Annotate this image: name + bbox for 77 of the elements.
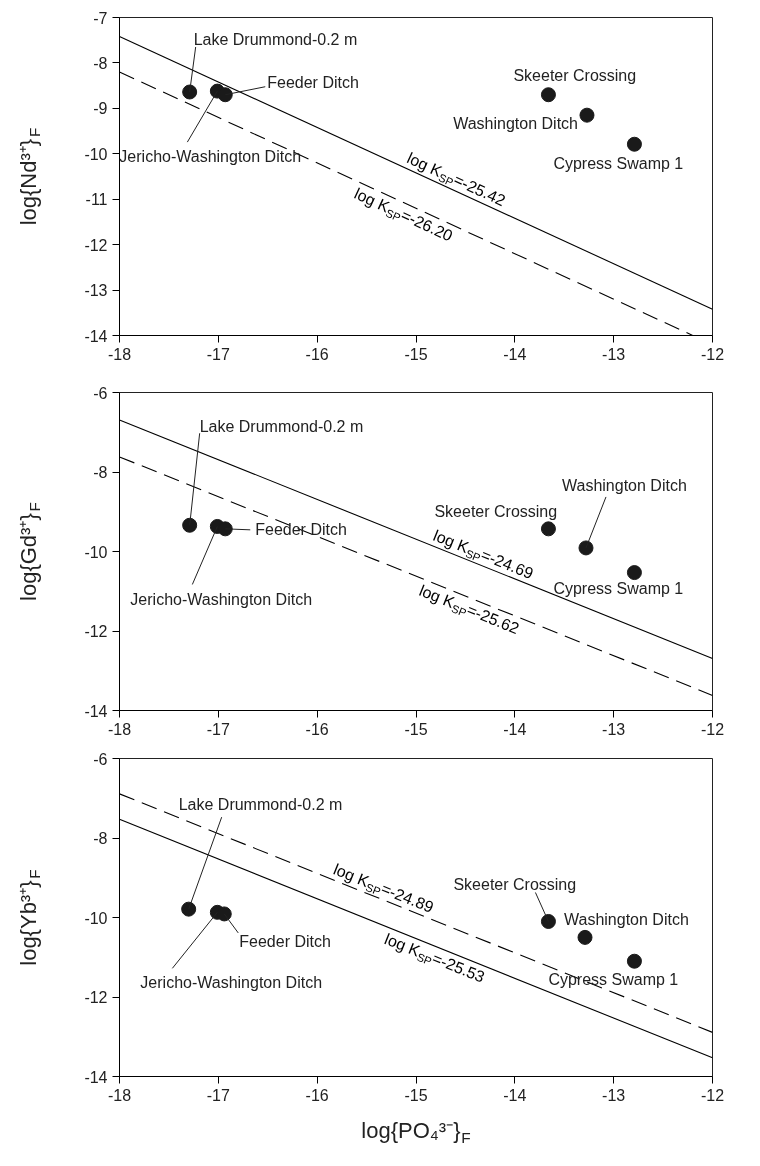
x-tick-label: -18 bbox=[107, 720, 132, 738]
text: log KSP=-25.53 bbox=[382, 930, 488, 986]
y-tick-label: -14 bbox=[84, 327, 108, 345]
annotation: Washington Ditch bbox=[453, 114, 578, 132]
annotation: Jericho-Washington Ditch bbox=[140, 973, 323, 991]
x-tick-label: -17 bbox=[206, 1086, 230, 1104]
x-tick-label: -15 bbox=[404, 720, 428, 738]
annotation: Lake Drummond-0.2 m bbox=[193, 30, 358, 48]
annotation: Skeeter Crossing bbox=[434, 503, 558, 521]
x-tick-label: -16 bbox=[305, 720, 329, 738]
y-tick-label: -9 bbox=[93, 100, 108, 118]
y-tick-label: -10 bbox=[84, 145, 108, 163]
annotation: Cypress Swamp 1 bbox=[553, 580, 684, 598]
x-tick-label: -13 bbox=[602, 1086, 626, 1104]
annotation: Washington Ditch bbox=[561, 477, 687, 495]
x-tick-label: -17 bbox=[206, 345, 230, 363]
point bbox=[217, 521, 233, 537]
point bbox=[579, 107, 595, 123]
annotation: Feeder Ditch bbox=[267, 74, 359, 92]
y-tick-label: -14 bbox=[84, 1068, 108, 1086]
x-tick-label: -12 bbox=[700, 345, 725, 363]
point bbox=[626, 136, 642, 152]
text: log KSP=-25.62 bbox=[416, 581, 522, 638]
x-tick-label: -17 bbox=[206, 720, 230, 738]
x-tick-label: -15 bbox=[404, 345, 428, 363]
y-tick-label: -8 bbox=[93, 54, 108, 72]
annotation: Lake Drummond-0.2 m bbox=[178, 795, 343, 813]
annotation: Jericho-Washington Ditch bbox=[130, 590, 313, 608]
x-tick-label: -14 bbox=[503, 1086, 527, 1104]
x-tick-label: -15 bbox=[404, 1086, 428, 1104]
y-tick-label: -11 bbox=[85, 191, 108, 209]
point bbox=[577, 929, 593, 945]
x-tick-label: -14 bbox=[503, 345, 527, 363]
y-tick-label: -6 bbox=[93, 750, 108, 768]
y-tick-label: -10 bbox=[84, 909, 108, 927]
x-tick-label: -14 bbox=[503, 720, 527, 738]
annotation: Skeeter Crossing bbox=[453, 875, 577, 893]
annotation: Washington Ditch bbox=[564, 910, 689, 928]
point bbox=[578, 540, 594, 556]
annotation: Cypress Swamp 1 bbox=[548, 970, 679, 988]
y-tick-label: -7 bbox=[93, 9, 108, 27]
point bbox=[626, 953, 642, 969]
point bbox=[181, 901, 197, 917]
y-tick-label: -12 bbox=[84, 623, 108, 640]
y-axis-title: log{Nd³⁺}F bbox=[15, 127, 44, 226]
point bbox=[217, 87, 233, 103]
y-axis-title: log{Gd³⁺}F bbox=[15, 502, 44, 601]
y-tick-label: -10 bbox=[84, 543, 108, 561]
text: log KSP=-24.69 bbox=[430, 526, 536, 583]
y-tick-label: -14 bbox=[84, 702, 108, 720]
annotation: Lake Drummond-0.2 m bbox=[199, 417, 364, 435]
point bbox=[540, 913, 556, 929]
point bbox=[182, 84, 198, 100]
x-tick-label: -13 bbox=[602, 345, 626, 363]
x-tick-label: -12 bbox=[700, 720, 725, 738]
y-tick-label: -6 bbox=[93, 384, 108, 402]
point bbox=[540, 87, 556, 103]
x-tick-label: -18 bbox=[107, 345, 132, 363]
text: log KSP=-24.89 bbox=[331, 860, 436, 916]
x-tick-label: -12 bbox=[700, 1086, 725, 1104]
point bbox=[626, 565, 642, 581]
x-tick-label: -18 bbox=[107, 1086, 132, 1104]
annotation: Feeder Ditch bbox=[255, 521, 347, 539]
annotation: Cypress Swamp 1 bbox=[553, 154, 684, 172]
annotation: Skeeter Crossing bbox=[513, 67, 637, 85]
y-tick-label: -8 bbox=[93, 830, 108, 847]
x-tick-label: -16 bbox=[305, 1086, 329, 1104]
point bbox=[182, 517, 198, 533]
x-tick-label: -16 bbox=[305, 345, 329, 363]
y-tick-label: -13 bbox=[84, 282, 108, 300]
y-tick-label: -8 bbox=[93, 464, 108, 481]
y-tick-label: -12 bbox=[84, 989, 108, 1006]
point bbox=[540, 521, 556, 537]
x-tick-label: -13 bbox=[602, 720, 626, 738]
y-tick-label: -12 bbox=[84, 236, 108, 254]
y-axis-title: log{Yb³⁺}F bbox=[15, 869, 44, 966]
annotation: Feeder Ditch bbox=[239, 933, 331, 951]
